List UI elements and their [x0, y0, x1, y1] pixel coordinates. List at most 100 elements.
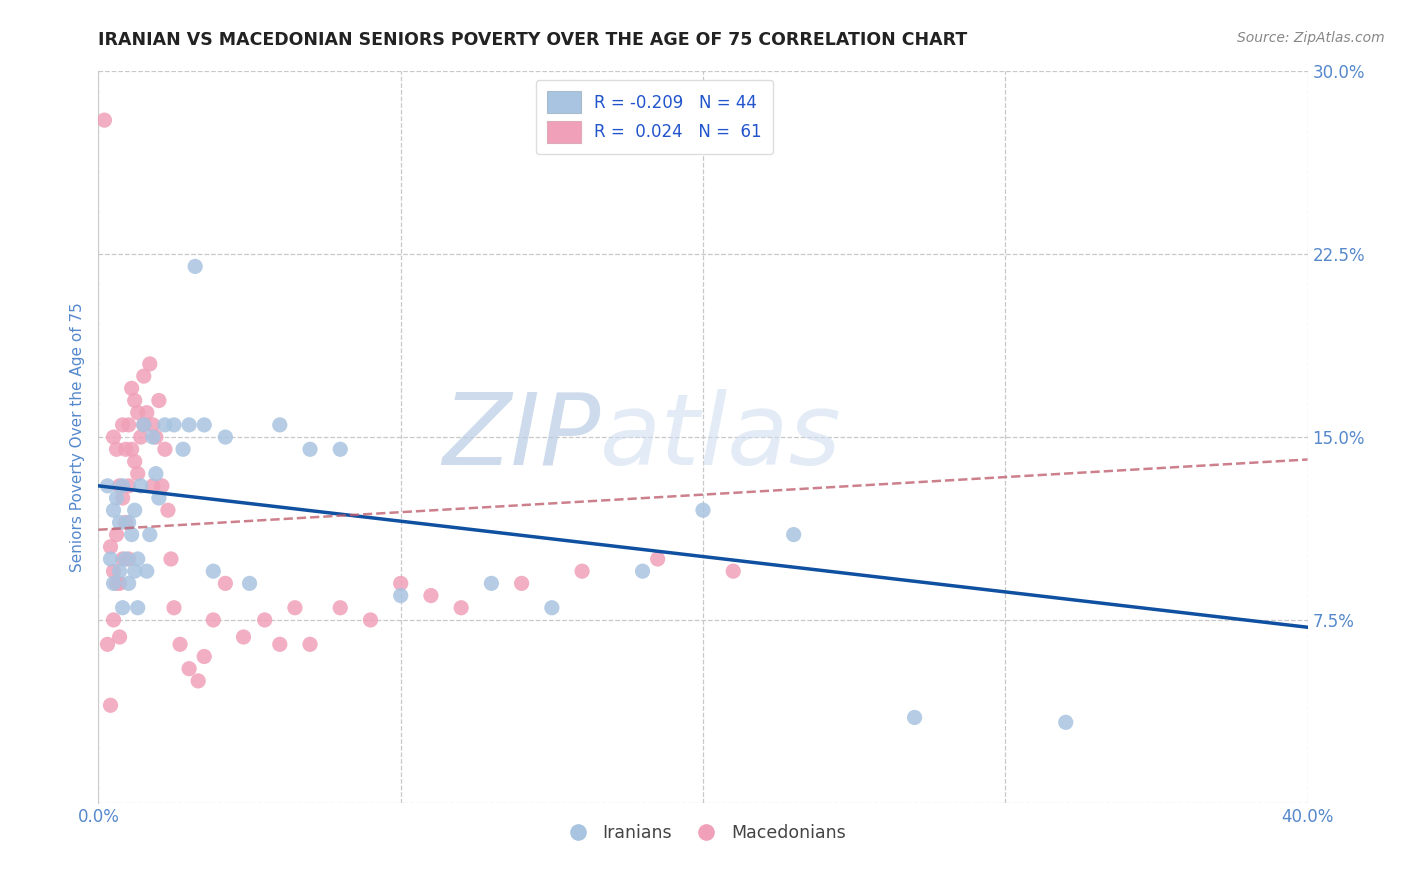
Point [329, 442, 352, 457]
Point [389, 589, 412, 603]
Point [111, 417, 134, 432]
Point [160, 552, 183, 566]
Point [105, 527, 128, 541]
Point [127, 467, 149, 481]
Point [103, 576, 125, 591]
Point [148, 491, 170, 505]
Point [450, 600, 472, 615]
Point [132, 369, 155, 384]
Point [184, 260, 207, 274]
Point [142, 417, 165, 432]
Point [193, 417, 215, 432]
Point [145, 430, 167, 444]
Point [108, 479, 131, 493]
Point [150, 479, 173, 493]
Point [253, 613, 276, 627]
Point [105, 491, 128, 505]
Point [214, 576, 236, 591]
Point [239, 576, 262, 591]
Point [723, 564, 745, 578]
Point [179, 662, 201, 676]
Point [129, 479, 152, 493]
Point [100, 540, 122, 554]
Point [142, 430, 165, 444]
Legend: Iranians, Macedonians: Iranians, Macedonians [554, 817, 852, 849]
Point [132, 417, 155, 432]
Point [139, 527, 162, 541]
Point [172, 442, 194, 457]
Point [93, 113, 115, 128]
Point [108, 516, 131, 530]
Point [142, 479, 165, 493]
Point [124, 393, 146, 408]
Point [100, 698, 122, 713]
Point [139, 357, 162, 371]
Point [148, 393, 170, 408]
Point [135, 406, 157, 420]
Point [103, 564, 125, 578]
Point [156, 503, 179, 517]
Point [692, 503, 714, 517]
Point [105, 442, 128, 457]
Point [904, 710, 927, 724]
Point [163, 417, 186, 432]
Point [360, 613, 382, 627]
Point [111, 491, 134, 505]
Point [187, 673, 209, 688]
Point [153, 417, 176, 432]
Point [193, 649, 215, 664]
Point [269, 637, 291, 651]
Point [169, 637, 191, 651]
Y-axis label: Seniors Poverty Over the Age of 75: Seniors Poverty Over the Age of 75 [69, 302, 84, 572]
Point [111, 479, 134, 493]
Point [103, 430, 125, 444]
Point [284, 600, 307, 615]
Point [127, 600, 149, 615]
Point [111, 552, 134, 566]
Point [105, 576, 128, 591]
Point [114, 552, 136, 566]
Point [114, 516, 136, 530]
Point [118, 552, 141, 566]
Point [571, 564, 593, 578]
Point [145, 467, 167, 481]
Point [108, 564, 131, 578]
Point [108, 630, 131, 644]
Point [100, 552, 122, 566]
Point [121, 442, 143, 457]
Point [96, 479, 118, 493]
Point [111, 600, 134, 615]
Point [118, 516, 141, 530]
Point [127, 406, 149, 420]
Point [299, 442, 322, 457]
Point [127, 552, 149, 566]
Point [783, 527, 806, 541]
Point [1054, 715, 1077, 730]
Point [124, 454, 146, 468]
Point [118, 479, 141, 493]
Point [329, 600, 352, 615]
Point [202, 564, 225, 578]
Point [108, 576, 131, 591]
Point [103, 613, 125, 627]
Point [153, 442, 176, 457]
Point [121, 381, 143, 395]
Point [232, 630, 254, 644]
Point [118, 576, 141, 591]
Text: ZIP: ZIP [441, 389, 600, 485]
Point [135, 564, 157, 578]
Text: atlas: atlas [600, 389, 842, 485]
Point [202, 613, 225, 627]
Point [631, 564, 654, 578]
Point [132, 417, 155, 432]
Point [114, 442, 136, 457]
Point [510, 576, 533, 591]
Point [103, 503, 125, 517]
Point [96, 637, 118, 651]
Point [163, 600, 186, 615]
Text: IRANIAN VS MACEDONIAN SENIORS POVERTY OVER THE AGE OF 75 CORRELATION CHART: IRANIAN VS MACEDONIAN SENIORS POVERTY OV… [98, 31, 967, 49]
Point [214, 430, 236, 444]
Point [299, 637, 322, 651]
Point [129, 430, 152, 444]
Point [540, 600, 562, 615]
